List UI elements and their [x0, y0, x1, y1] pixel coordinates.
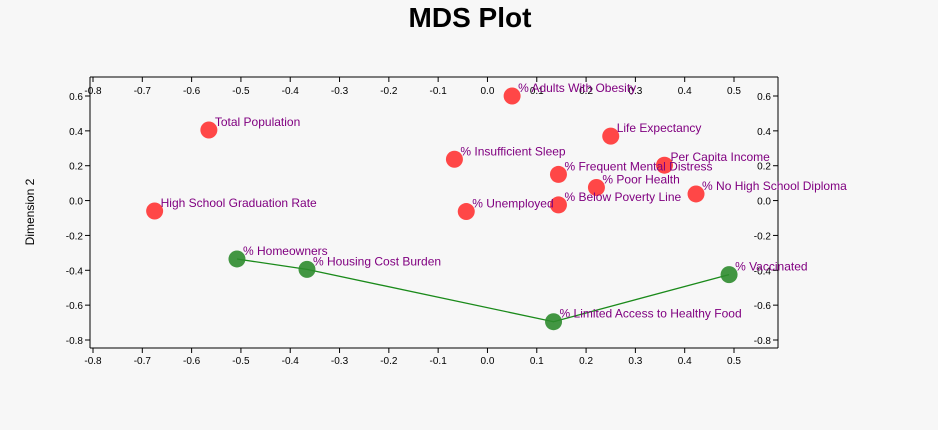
y-right-tick-label: -0.4 — [754, 266, 772, 277]
point-marker — [545, 313, 563, 331]
point-label: Per Capita Income — [670, 150, 770, 164]
point-label-layer: Total Population High School Graduation R… — [161, 81, 847, 321]
point-label: % Frequent Mental Distress — [564, 159, 712, 173]
series-1-connector-line — [236, 258, 730, 323]
point-marker — [602, 127, 620, 145]
point-label: High School Graduation Rate — [161, 196, 317, 210]
point-marker — [503, 87, 521, 105]
x-bottom-tick-label: 0.1 — [530, 356, 544, 367]
x-top-tick-label: -0.8 — [84, 86, 102, 97]
y-right-tick-label: -0.6 — [754, 301, 772, 312]
point-label: % Adults With Obesity — [518, 81, 636, 95]
x-top-tick-label: -0.6 — [183, 86, 201, 97]
y-left-tick-label: -0.2 — [66, 231, 84, 242]
point-marker — [457, 203, 475, 221]
point-marker — [228, 250, 246, 268]
point-marker — [445, 150, 463, 168]
point-marker — [720, 266, 738, 284]
y-left-tick-label: -0.6 — [66, 301, 84, 312]
x-top-tick-label: -0.2 — [380, 86, 398, 97]
x-top-tick-label: -0.3 — [331, 86, 349, 97]
x-bottom-tick-label: -0.3 — [331, 356, 349, 367]
point-label: Total Population — [215, 115, 300, 129]
y-right-tick-label: 0.2 — [757, 162, 771, 173]
point-marker — [687, 185, 705, 203]
point-label: % Housing Cost Burden — [313, 254, 441, 268]
x-top-tick-label: -0.1 — [430, 86, 448, 97]
point-label: % Limited Access to Healthy Food — [560, 307, 742, 321]
x-bottom-tick-label: 0.5 — [727, 356, 741, 367]
y-axis-label: Dimension 2 — [23, 178, 37, 245]
x-bottom-tick-label: -0.6 — [183, 356, 201, 367]
x-bottom-tick-label: 0.2 — [579, 356, 593, 367]
x-top-tick-label: 0.2 — [579, 86, 593, 97]
point-marker — [549, 196, 567, 214]
x-bottom-tick-label: -0.7 — [134, 356, 152, 367]
y-left-tick-label: -0.4 — [66, 266, 84, 277]
x-top-tick-label: 0.0 — [481, 86, 495, 97]
x-bottom-tick-label: -0.8 — [84, 356, 102, 367]
y-left-tick-label: 0.4 — [69, 127, 83, 138]
x-top-tick-label: -0.5 — [232, 86, 250, 97]
x-bottom-tick-label: -0.4 — [282, 356, 300, 367]
x-bottom-tick-label: 0.3 — [628, 356, 642, 367]
point-label: % Vaccinated — [735, 260, 808, 274]
point-label: % No High School Diploma — [702, 179, 847, 193]
y-left-tick-label: 0.6 — [69, 92, 83, 103]
point-marker — [298, 260, 316, 278]
y-right-tick-label: -0.8 — [754, 336, 772, 347]
y-right-tick-label: 0.4 — [757, 127, 771, 138]
point-label: % Poor Health — [602, 173, 679, 187]
point-label: % Below Poverty Line — [564, 190, 681, 204]
marker-layer — [146, 87, 738, 331]
point-marker — [146, 202, 164, 220]
y-left-tick-label: 0.2 — [69, 162, 83, 173]
point-label: % Homeowners — [243, 244, 328, 258]
x-top-tick-label: -0.7 — [134, 86, 152, 97]
point-label: Life Expectancy — [617, 121, 702, 135]
x-bottom-tick-label: -0.1 — [430, 356, 448, 367]
point-label: % Insufficient Sleep — [460, 144, 566, 158]
point-marker — [549, 165, 567, 183]
x-bottom-tick-label: 0.4 — [678, 356, 692, 367]
point-label: % Unemployed — [472, 197, 553, 211]
x-top-tick-label: 0.4 — [678, 86, 692, 97]
x-bottom-tick-label: 0.0 — [481, 356, 495, 367]
x-bottom-tick-label: -0.2 — [380, 356, 398, 367]
y-right-tick-label: -0.2 — [754, 231, 772, 242]
y-left-tick-label: -0.8 — [66, 336, 84, 347]
y-left-tick-label: 0.0 — [69, 197, 83, 208]
y-right-tick-label: 0.6 — [757, 92, 771, 103]
x-top-tick-label: 0.3 — [628, 86, 642, 97]
x-top-tick-label: 0.5 — [727, 86, 741, 97]
y-right-tick-label: 0.0 — [757, 197, 771, 208]
point-marker — [200, 121, 218, 139]
point-marker — [587, 179, 605, 196]
axes-layer: -0.8-0.8-0.7-0.7-0.6-0.6-0.5-0.5-0.4-0.4… — [66, 76, 779, 367]
x-top-tick-label: 0.1 — [530, 86, 544, 97]
x-bottom-tick-label: -0.5 — [232, 356, 250, 367]
x-top-tick-label: -0.4 — [282, 86, 300, 97]
connector-line-layer — [236, 258, 730, 323]
point-marker — [655, 156, 673, 174]
chart-title: MDS Plot — [409, 2, 532, 33]
